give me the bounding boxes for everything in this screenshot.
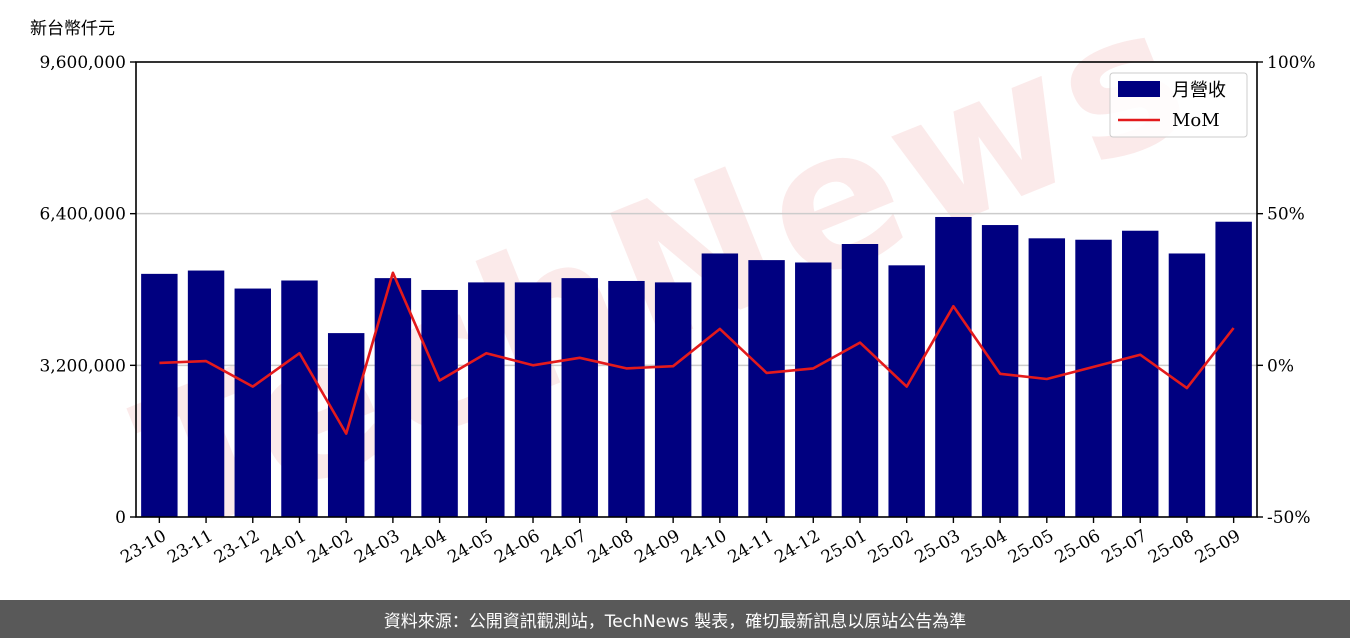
revenue-bar <box>748 260 785 517</box>
y-unit-label: 新台幣仟元 <box>30 19 115 39</box>
x-tick-label: 25-01 <box>818 526 870 568</box>
x-tick-label: 25-07 <box>1098 526 1150 568</box>
revenue-bar <box>795 262 832 517</box>
x-tick-label: 24-08 <box>584 526 636 568</box>
y-left-tick-label: 9,600,000 <box>39 53 126 73</box>
source-footer: 資料來源：公開資訊觀測站，TechNews 製表，確切最新訊息以原站公告為準 <box>0 600 1350 638</box>
revenue-bar <box>561 278 598 517</box>
revenue-bar <box>701 253 739 517</box>
revenue-bar <box>281 280 318 517</box>
y-left-tick-label: 6,400,000 <box>39 205 126 225</box>
y-right-tick-label: 100% <box>1267 53 1316 73</box>
x-tick-label: 25-05 <box>1005 526 1057 568</box>
revenue-bar <box>841 244 879 517</box>
x-tick-label: 24-02 <box>304 526 356 568</box>
revenue-bar <box>608 280 645 517</box>
x-tick-label: 25-02 <box>865 526 917 568</box>
legend-label-mom: MoM <box>1172 110 1220 131</box>
revenue-bar <box>981 225 1019 517</box>
revenue-bar <box>888 265 925 517</box>
revenue-chart: TechNews03,200,0006,400,0009,600,000-50%… <box>30 0 1316 579</box>
revenue-bar <box>1122 230 1159 517</box>
revenue-bar <box>141 273 178 517</box>
revenue-bar <box>468 282 505 517</box>
x-tick-label: 24-07 <box>538 526 590 568</box>
legend-swatch-revenue <box>1118 81 1160 97</box>
y-right-tick-label: 50% <box>1267 205 1305 225</box>
revenue-bar <box>654 282 692 517</box>
y-left-tick-label: 3,200,000 <box>39 356 126 376</box>
x-tick-label: 25-06 <box>1052 526 1104 568</box>
source-footer-text: 資料來源：公開資訊觀測站，TechNews 製表，確切最新訊息以原站公告為準 <box>383 611 967 632</box>
revenue-bar <box>1215 221 1252 518</box>
x-tick-label: 24-12 <box>771 526 823 568</box>
revenue-bar <box>421 289 458 517</box>
y-right-tick-label: -50% <box>1267 508 1311 528</box>
x-tick-label: 23-10 <box>117 526 169 568</box>
x-tick-label: 24-09 <box>631 526 683 568</box>
mom-line <box>159 271 1235 435</box>
x-tick-label: 25-08 <box>1145 526 1197 568</box>
y-right-tick-label: 0% <box>1267 356 1294 376</box>
revenue-bar <box>1168 253 1206 517</box>
revenue-bar <box>234 288 271 517</box>
x-tick-label: 24-05 <box>444 526 496 568</box>
plot-frame <box>135 61 1258 518</box>
revenue-bar <box>514 282 552 517</box>
y-left-tick-label: 0 <box>115 508 126 528</box>
x-tick-label: 24-10 <box>678 526 730 568</box>
x-tick-label: 24-11 <box>725 526 777 568</box>
revenue-bar <box>1075 239 1112 517</box>
x-tick-label: 24-03 <box>351 526 403 568</box>
legend-label-revenue: 月營收 <box>1172 80 1226 101</box>
revenue-bar <box>935 216 972 517</box>
x-tick-label: 24-04 <box>398 526 450 568</box>
x-tick-label: 25-04 <box>958 526 1010 568</box>
x-tick-label: 24-06 <box>491 526 543 568</box>
revenue-bar <box>187 270 225 517</box>
x-tick-label: 25-09 <box>1192 526 1244 568</box>
revenue-bar <box>327 333 365 517</box>
x-tick-label: 25-03 <box>911 526 963 568</box>
